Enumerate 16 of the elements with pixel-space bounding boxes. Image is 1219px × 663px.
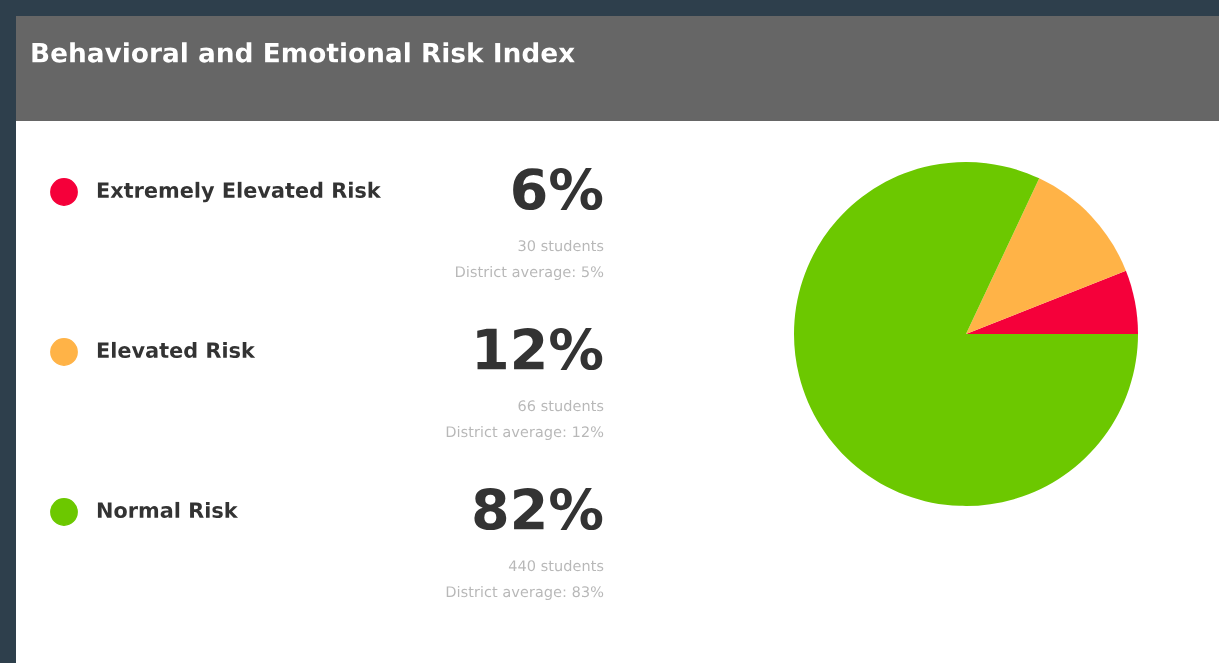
legend-label: Extremely Elevated Risk <box>97 181 382 203</box>
text: District average: 12% <box>446 425 604 441</box>
text: District average: 5% <box>456 265 604 281</box>
pie-slice <box>966 178 1126 334</box>
pie-slice <box>966 270 1138 334</box>
pie-slice <box>794 162 1138 506</box>
chart-title: Behavioral and Emotional Risk Index <box>32 42 575 63</box>
legend-label: Elevated Risk <box>97 341 256 359</box>
text: 440 students <box>508 559 604 572</box>
text: District average: 83% <box>446 585 604 601</box>
legend-label: Normal Risk <box>97 501 239 519</box>
text: 30 students <box>518 239 604 252</box>
data-label: 82% <box>474 488 603 531</box>
text: 66 students <box>518 399 604 412</box>
data-label: 6% <box>513 168 603 211</box>
data-label: 12% <box>477 328 603 371</box>
